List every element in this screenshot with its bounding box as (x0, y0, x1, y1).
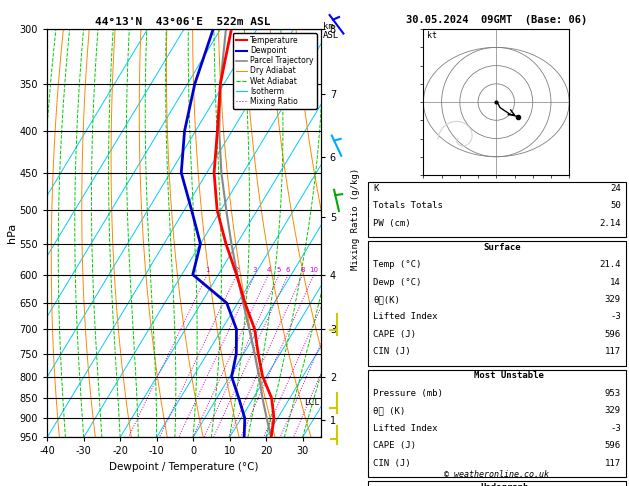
Text: 1: 1 (205, 267, 209, 273)
Text: θᴇ(K): θᴇ(K) (373, 295, 400, 304)
Text: Mixing Ratio (g/kg): Mixing Ratio (g/kg) (351, 168, 360, 270)
Text: © weatheronline.co.uk: © weatheronline.co.uk (445, 469, 549, 479)
Text: Lifted Index: Lifted Index (373, 424, 438, 433)
Text: -3: -3 (610, 424, 621, 433)
Text: 2: 2 (235, 267, 239, 273)
Text: 117: 117 (604, 347, 621, 357)
X-axis label: Dewpoint / Temperature (°C): Dewpoint / Temperature (°C) (109, 462, 259, 472)
Text: 8: 8 (300, 267, 304, 273)
Text: 4: 4 (266, 267, 270, 273)
Text: -3: -3 (610, 312, 621, 322)
Legend: Temperature, Dewpoint, Parcel Trajectory, Dry Adiabat, Wet Adiabat, Isotherm, Mi: Temperature, Dewpoint, Parcel Trajectory… (233, 33, 317, 109)
Text: Temp (°C): Temp (°C) (373, 260, 421, 269)
Text: kt: kt (427, 31, 437, 40)
Text: 3: 3 (253, 267, 257, 273)
Text: 24: 24 (610, 184, 621, 193)
Text: 596: 596 (604, 441, 621, 451)
Text: 117: 117 (604, 459, 621, 468)
Text: 6: 6 (286, 267, 291, 273)
Text: 10: 10 (309, 267, 318, 273)
Text: Totals Totals: Totals Totals (373, 201, 443, 210)
Text: 21.4: 21.4 (599, 260, 621, 269)
Text: Dewp (°C): Dewp (°C) (373, 278, 421, 287)
Text: 5: 5 (277, 267, 281, 273)
Text: K: K (373, 184, 379, 193)
Text: CAPE (J): CAPE (J) (373, 441, 416, 451)
Text: 30.05.2024  09GMT  (Base: 06): 30.05.2024 09GMT (Base: 06) (406, 15, 587, 25)
Text: CIN (J): CIN (J) (373, 347, 411, 357)
Text: CIN (J): CIN (J) (373, 459, 411, 468)
Text: 596: 596 (604, 330, 621, 339)
Text: 329: 329 (604, 406, 621, 416)
Text: 2.14: 2.14 (599, 219, 621, 228)
Text: LCL: LCL (304, 398, 319, 407)
Y-axis label: hPa: hPa (7, 223, 17, 243)
Text: 329: 329 (604, 295, 621, 304)
Text: Most Unstable: Most Unstable (474, 371, 543, 381)
Text: Pressure (mb): Pressure (mb) (373, 389, 443, 398)
Text: Surface: Surface (483, 243, 521, 252)
Text: Hodograph: Hodograph (480, 483, 528, 486)
Text: 44°13'N  43°06'E  522m ASL: 44°13'N 43°06'E 522m ASL (94, 17, 270, 27)
Text: CAPE (J): CAPE (J) (373, 330, 416, 339)
Text: 50: 50 (610, 201, 621, 210)
Text: 953: 953 (604, 389, 621, 398)
Text: 14: 14 (610, 278, 621, 287)
Text: θᴇ (K): θᴇ (K) (373, 406, 405, 416)
Text: Lifted Index: Lifted Index (373, 312, 438, 322)
Text: PW (cm): PW (cm) (373, 219, 411, 228)
Text: km
ASL: km ASL (323, 22, 339, 40)
